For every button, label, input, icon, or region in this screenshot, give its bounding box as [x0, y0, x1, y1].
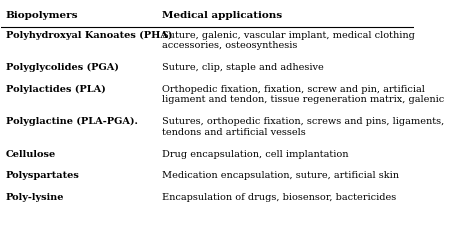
Text: Medical applications: Medical applications: [163, 11, 283, 20]
Text: Medication encapsulation, suture, artificial skin: Medication encapsulation, suture, artifi…: [163, 171, 400, 180]
Text: Biopolymers: Biopolymers: [6, 11, 78, 20]
Text: Polyspartates: Polyspartates: [6, 171, 79, 180]
Text: Cellulose: Cellulose: [6, 150, 56, 159]
Text: Suture, galenic, vascular implant, medical clothing
accessories, osteosynthesis: Suture, galenic, vascular implant, medic…: [163, 31, 415, 50]
Text: Encapsulation of drugs, biosensor, bactericides: Encapsulation of drugs, biosensor, bacte…: [163, 193, 397, 202]
Text: Polyglactine (PLA-PGA).: Polyglactine (PLA-PGA).: [6, 117, 137, 126]
Text: Drug encapsulation, cell implantation: Drug encapsulation, cell implantation: [163, 150, 349, 159]
Text: Polyglycolides (PGA): Polyglycolides (PGA): [6, 63, 118, 72]
Text: Polyhydroxyal Kanoates (PHA): Polyhydroxyal Kanoates (PHA): [6, 31, 172, 40]
Text: Suture, clip, staple and adhesive: Suture, clip, staple and adhesive: [163, 63, 324, 72]
Text: Orthopedic fixation, fixation, screw and pin, artificial
ligament and tendon, ti: Orthopedic fixation, fixation, screw and…: [163, 85, 445, 104]
Text: Polylactides (PLA): Polylactides (PLA): [6, 85, 105, 94]
Text: Poly-lysine: Poly-lysine: [6, 193, 64, 202]
Text: Sutures, orthopedic fixation, screws and pins, ligaments,
tendons and artificial: Sutures, orthopedic fixation, screws and…: [163, 117, 445, 137]
